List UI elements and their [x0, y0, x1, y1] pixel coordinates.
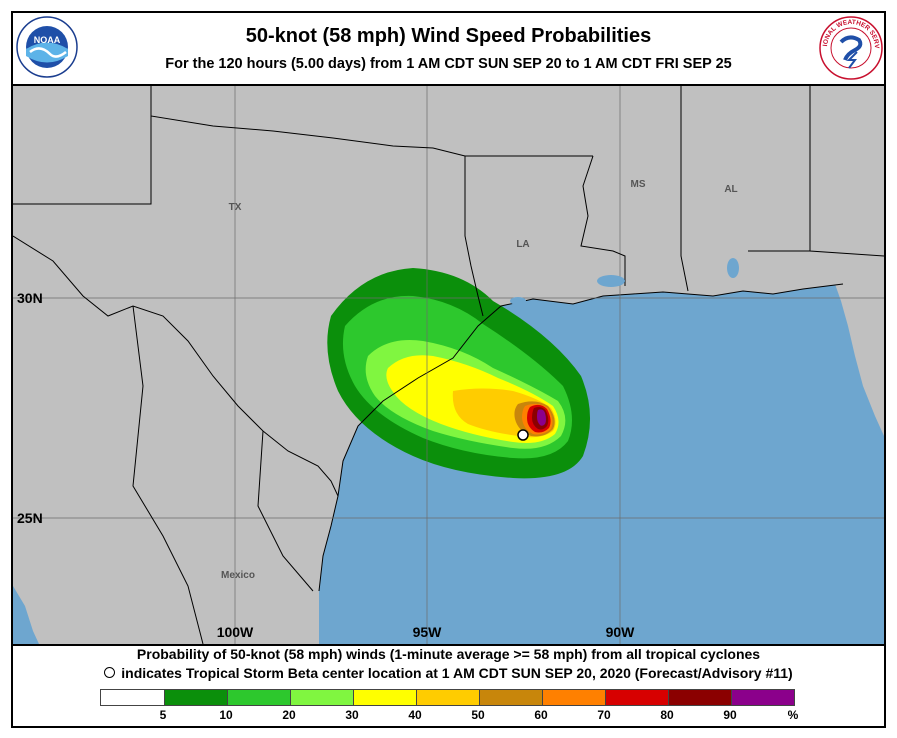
lat-label-25n: 25N — [17, 510, 43, 526]
legend-label: 90 — [723, 708, 737, 722]
tx-ok-border — [150, 86, 466, 157]
page-title: 50-knot (58 mph) Wind Speed Probabilitie… — [245, 25, 652, 47]
footer-storm-note-text: indicates Tropical Storm Beta center loc… — [121, 665, 793, 681]
legend-label: 70 — [597, 708, 611, 722]
tx-la-border — [464, 156, 484, 317]
lake-pontchartrain — [597, 275, 625, 287]
footer-description: Probability of 50-knot (58 mph) winds (1… — [136, 646, 761, 662]
legend-label: 60 — [534, 708, 548, 722]
footer-storm-note: indicates Tropical Storm Beta center loc… — [0, 665, 897, 681]
legend-swatch — [668, 690, 731, 705]
country-label-mexico: Mexico — [221, 570, 255, 581]
texas-coastline — [318, 283, 844, 592]
legend-label: 50 — [471, 708, 485, 722]
page-subtitle: For the 120 hours (5.00 days) from 1 AM … — [165, 56, 732, 72]
tx-nm-border — [13, 86, 152, 205]
mobile-bay — [727, 258, 739, 278]
state-label-tx: TX — [229, 202, 242, 213]
noaa-logo-text: NOAA — [34, 35, 61, 45]
pacific-water — [13, 586, 39, 644]
political-borders — [13, 86, 884, 644]
legend-swatch — [416, 690, 479, 705]
legend-label: 5 — [159, 708, 167, 722]
state-label-al: AL — [724, 184, 737, 195]
la-lake — [510, 297, 526, 305]
legend-label: 30 — [345, 708, 359, 722]
us-mexico-border — [13, 235, 339, 497]
legend-swatch — [479, 690, 542, 705]
legend-swatch — [101, 690, 164, 705]
lat-label-30n: 30N — [17, 290, 43, 306]
map-panel: TX LA MS AL Mexico 30N 25N 100W 95W 90W — [13, 84, 884, 646]
probability-swaths — [327, 268, 591, 479]
lon-label-100w: 100W — [217, 624, 254, 640]
la-ms-border — [580, 155, 626, 286]
legend-label: 10 — [219, 708, 233, 722]
graticule — [13, 86, 884, 644]
legend-swatch — [164, 690, 227, 705]
storm-center-legend-icon — [104, 667, 116, 678]
legend-label: % — [787, 708, 799, 722]
legend-label: 40 — [408, 708, 422, 722]
legend-swatch — [542, 690, 605, 705]
ms-al-border — [680, 86, 689, 292]
legend-swatch — [227, 690, 290, 705]
probability-legend — [100, 689, 795, 706]
state-label-la: LA — [516, 239, 529, 250]
legend-label: 80 — [660, 708, 674, 722]
nws-logo: NATIONAL WEATHER SERVICE — [817, 11, 883, 80]
florida-land — [835, 284, 884, 436]
header: 50-knot (58 mph) Wind Speed Probabilitie… — [13, 13, 884, 83]
noaa-logo: NOAA — [16, 16, 78, 78]
lon-label-95w: 95W — [413, 624, 443, 640]
storm-center-marker — [517, 429, 529, 441]
state-label-ms: MS — [631, 179, 646, 190]
mexico-state-border-1 — [132, 305, 204, 644]
swath-90-percent — [537, 409, 546, 426]
lon-label-90w: 90W — [606, 624, 636, 640]
inland-water — [510, 258, 739, 305]
legend-swatch — [353, 690, 416, 705]
legend-swatch — [731, 690, 794, 705]
legend-swatch — [290, 690, 353, 705]
legend-label: 20 — [282, 708, 296, 722]
legend-swatch — [605, 690, 668, 705]
mexico-state-border-2 — [257, 430, 314, 592]
